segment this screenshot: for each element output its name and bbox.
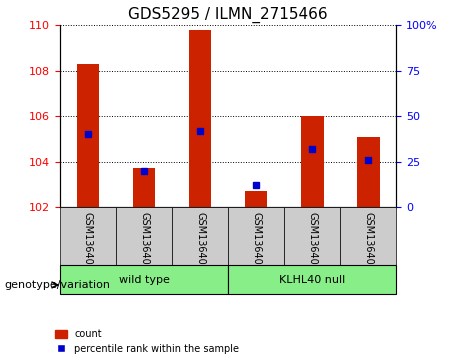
Text: GSM1364045: GSM1364045 — [83, 212, 93, 277]
Bar — [284, 207, 340, 265]
Text: GSM1364049: GSM1364049 — [307, 212, 317, 277]
Bar — [60, 207, 116, 265]
Text: wild type: wild type — [118, 274, 170, 285]
Bar — [228, 207, 284, 265]
Bar — [60, 265, 228, 294]
Text: GSM1364046: GSM1364046 — [139, 212, 149, 277]
Bar — [77, 64, 99, 207]
Bar — [301, 116, 324, 207]
Text: KLHL40 null: KLHL40 null — [279, 274, 345, 285]
Legend: count, percentile rank within the sample: count, percentile rank within the sample — [51, 326, 243, 358]
Bar — [189, 30, 211, 207]
Bar — [357, 136, 379, 207]
Text: GSM1364048: GSM1364048 — [251, 212, 261, 277]
Text: GSM1364050: GSM1364050 — [363, 212, 373, 277]
Bar — [116, 207, 172, 265]
Text: genotype/variation: genotype/variation — [5, 280, 111, 290]
Bar — [172, 207, 228, 265]
Bar — [340, 207, 396, 265]
Bar — [245, 191, 267, 207]
Text: GSM1364047: GSM1364047 — [195, 212, 205, 277]
Title: GDS5295 / ILMN_2715466: GDS5295 / ILMN_2715466 — [128, 7, 328, 23]
Bar — [133, 168, 155, 207]
Bar — [228, 265, 396, 294]
